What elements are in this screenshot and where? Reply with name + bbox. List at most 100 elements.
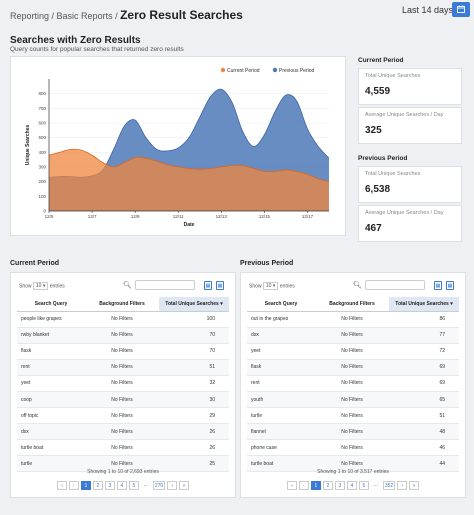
current-total-label: Total Unique Searches: [365, 73, 421, 79]
column-header[interactable]: Search Query: [247, 297, 315, 312]
search-query-cell: flask: [247, 359, 315, 376]
page-button[interactable]: 3: [334, 481, 345, 490]
column-header[interactable]: Total Unique Searches ▾: [389, 297, 459, 312]
table-search-input[interactable]: [135, 280, 195, 290]
table-search-input[interactable]: [365, 280, 425, 290]
table-row[interactable]: turtle boat No Filters 44: [247, 455, 459, 473]
page-button[interactable]: 4: [116, 481, 127, 490]
background-filters-cell: No Filters: [315, 311, 389, 328]
page-button[interactable]: 5: [358, 481, 369, 490]
search-icon: 🔍︎: [123, 282, 132, 289]
prev-page-button[interactable]: ‹: [68, 481, 79, 490]
table-row[interactable]: phone case No Filters 46: [247, 439, 459, 457]
pagination: «‹ 1 2 3 4 5... 352 ›»: [241, 481, 465, 490]
x-tick-label: 12/7: [88, 214, 97, 219]
column-header[interactable]: Background Filters: [85, 297, 159, 312]
entries-select[interactable]: 10 ▾: [262, 282, 279, 290]
prev-page-button[interactable]: ‹: [298, 481, 309, 490]
y-axis-label: Unique Searches: [25, 124, 31, 165]
page-button[interactable]: 2: [92, 481, 103, 490]
search-query-cell: out in the grapes: [247, 311, 315, 328]
first-page-button[interactable]: «: [286, 481, 297, 490]
export-csv-button[interactable]: ▦: [446, 281, 454, 290]
table-row[interactable]: turtle boat No Filters 26: [17, 439, 229, 457]
column-header[interactable]: Total Unique Searches ▾: [159, 297, 229, 312]
table-row[interactable]: flask No Filters 69: [247, 359, 459, 376]
page-button[interactable]: 270: [152, 481, 166, 490]
search-icon: 🔍︎: [353, 282, 362, 289]
first-page-button[interactable]: «: [56, 481, 67, 490]
zero-result-chart: 0 100 200 300 400 500 600 700 800 12/5 12/7 12/9 12/…: [25, 67, 330, 228]
previous-avg-card: Average Unique Searches / Day 467: [358, 205, 462, 242]
search-query-cell: yeet: [247, 343, 315, 360]
current-avg-card: Average Unique Searches / Day 325: [358, 107, 462, 144]
table-row[interactable]: rwby blanket No Filters 70: [17, 327, 229, 344]
page-button[interactable]: 1: [310, 481, 321, 490]
date-range-button[interactable]: [452, 2, 470, 17]
search-query-cell: phone case: [247, 439, 315, 457]
page-button[interactable]: 4: [346, 481, 357, 490]
entries-select[interactable]: 10 ▾: [32, 282, 49, 290]
next-page-button[interactable]: ›: [167, 481, 178, 490]
table-row[interactable]: off topic No Filters 29: [17, 407, 229, 425]
background-filters-cell: No Filters: [315, 359, 389, 376]
previous-total-card: Total Unique Searches 6,538: [358, 166, 462, 203]
last-page-button[interactable]: »: [179, 481, 190, 490]
table-panel: Show 10 ▾ entries 🔍︎ ▦ ▦ Search Query Backgro…: [10, 272, 236, 498]
table-row[interactable]: yeet No Filters 72: [247, 343, 459, 360]
current-avg-label: Average Unique Searches / Day: [365, 112, 444, 118]
table-row[interactable]: flask No Filters 70: [17, 343, 229, 360]
search-query-cell: turtle boat: [247, 455, 315, 473]
x-tick-label: 12/9: [131, 214, 140, 219]
table-info: Showing 1 to 10 of 3,517 entries: [317, 469, 389, 475]
next-page-button[interactable]: ›: [397, 481, 408, 490]
current-period-line: [48, 148, 330, 183]
excel-icon: ▦: [205, 283, 211, 289]
column-header[interactable]: Search Query: [17, 297, 85, 312]
table-row[interactable]: coop No Filters 30: [17, 391, 229, 409]
pagination-ellipsis: ...: [143, 482, 148, 488]
x-axis-label: Date: [184, 222, 195, 228]
chart-card: 0 100 200 300 400 500 600 700 800 12/5 12/7 12/9 12/…: [10, 56, 346, 236]
legend-swatch: [272, 67, 278, 73]
search-query-cell: flask: [17, 343, 85, 360]
background-filters-cell: No Filters: [315, 375, 389, 392]
current-total-value: 4,559: [365, 86, 391, 97]
previous-total-value: 6,538: [365, 184, 391, 195]
last-page-button[interactable]: »: [409, 481, 420, 490]
table-row[interactable]: rent No Filters 69: [247, 375, 459, 392]
page-button[interactable]: 3: [104, 481, 115, 490]
total-searches-cell: 65: [389, 391, 459, 409]
chevron-down-icon: ▾: [42, 283, 46, 289]
export-excel-button[interactable]: ▦: [434, 281, 442, 290]
pagination-ellipsis: ...: [373, 482, 378, 488]
entries-control: Show 10 ▾ entries: [19, 282, 65, 290]
table-row[interactable]: youth No Filters 65: [247, 391, 459, 409]
page-button[interactable]: 1: [80, 481, 91, 490]
table-row[interactable]: flannel No Filters 48: [247, 423, 459, 441]
search-query-cell: turtle: [17, 455, 85, 473]
legend-label: Current Period: [227, 68, 260, 74]
table-row[interactable]: turtle No Filters 51: [247, 407, 459, 425]
total-searches-cell: 70: [159, 327, 229, 344]
breadcrumb-basic-reports[interactable]: Basic Reports: [56, 11, 113, 21]
page-button[interactable]: 352: [382, 481, 396, 490]
csv-icon: ▦: [447, 283, 453, 289]
table-row[interactable]: rent No Filters 51: [17, 359, 229, 376]
table-row[interactable]: dsx No Filters 26: [17, 423, 229, 441]
page-button[interactable]: 2: [322, 481, 333, 490]
breadcrumb-reporting[interactable]: Reporting: [10, 11, 50, 21]
export-excel-button[interactable]: ▦: [204, 281, 212, 290]
total-searches-cell: 26: [159, 423, 229, 441]
column-header[interactable]: Background Filters: [315, 297, 389, 312]
table-row[interactable]: dsx No Filters 77: [247, 327, 459, 344]
table-row[interactable]: turtle No Filters 25: [17, 455, 229, 473]
page-button[interactable]: 5: [128, 481, 139, 490]
export-csv-button[interactable]: ▦: [216, 281, 224, 290]
table-row[interactable]: people like grapes No Filters 100: [17, 311, 229, 328]
table-row[interactable]: yeet No Filters 32: [17, 375, 229, 392]
background-filters-cell: No Filters: [315, 407, 389, 425]
search-query-cell: rent: [17, 359, 85, 376]
table-row[interactable]: out in the grapes No Filters 86: [247, 311, 459, 328]
chart-section-title: Searches with Zero Results: [10, 35, 141, 46]
